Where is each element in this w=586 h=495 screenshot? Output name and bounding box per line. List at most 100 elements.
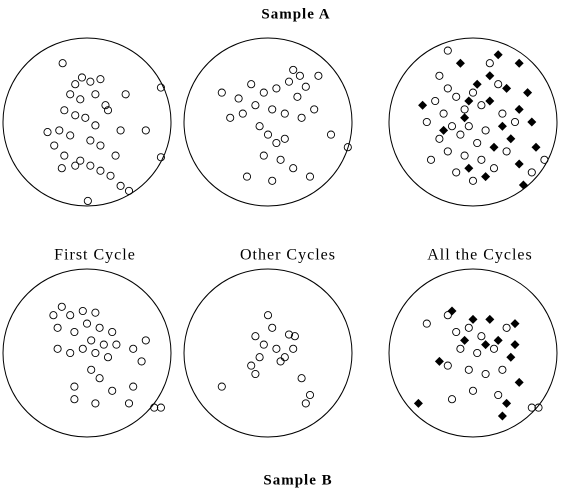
- diamond-point: [527, 117, 537, 127]
- diamond-point: [447, 306, 457, 316]
- circle-point: [71, 80, 80, 89]
- circle-point: [494, 390, 503, 400]
- column-label: First Cycle: [54, 247, 136, 264]
- circle-point: [70, 382, 79, 391]
- circle-point: [247, 80, 256, 89]
- column-label: All the Cycles: [427, 247, 533, 264]
- circle-point: [141, 126, 150, 135]
- plot-frame: [183, 268, 353, 438]
- circle-point: [268, 105, 277, 114]
- circle-point: [57, 164, 66, 173]
- diamond-point: [506, 352, 516, 362]
- circle-point: [124, 186, 134, 195]
- diamond-point: [481, 340, 491, 350]
- circle-point: [289, 164, 298, 173]
- circle-point: [259, 151, 268, 160]
- circle-point: [527, 403, 536, 412]
- circle-point: [477, 332, 486, 341]
- circle-point: [477, 155, 486, 164]
- circle-point: [53, 323, 62, 332]
- diamond-point: [481, 172, 491, 182]
- circle-point: [276, 357, 285, 366]
- circle-point: [76, 95, 85, 104]
- diamond-point: [514, 377, 524, 387]
- circle-point: [452, 92, 461, 101]
- circle-point: [301, 82, 310, 91]
- diamond-point: [514, 104, 524, 114]
- plot-frame: [183, 37, 353, 207]
- circle-point: [95, 374, 104, 383]
- circle-point: [456, 344, 465, 353]
- circle-point: [43, 128, 52, 137]
- circle-point: [50, 141, 59, 150]
- diamond-point: [460, 113, 470, 123]
- circle-point: [268, 176, 277, 185]
- circle-point: [295, 71, 304, 80]
- circle-point: [129, 344, 138, 353]
- circle-point: [481, 369, 490, 379]
- title-bottom: Sample B: [263, 472, 332, 488]
- circle-point: [305, 172, 315, 181]
- circle-point: [502, 323, 511, 332]
- circle-point: [460, 105, 469, 114]
- circle-point: [71, 111, 80, 120]
- plot-frame: [388, 268, 558, 438]
- diamond-point: [497, 411, 507, 421]
- circle-point: [435, 71, 444, 80]
- circle-point: [87, 336, 96, 345]
- circle-point: [156, 83, 165, 92]
- circle-point: [443, 311, 452, 320]
- diamond-point: [510, 340, 520, 350]
- circle-point: [255, 353, 264, 362]
- circle-point: [439, 109, 448, 118]
- diamond-point: [518, 180, 528, 190]
- circle-point: [247, 361, 256, 370]
- circle-point: [489, 164, 499, 173]
- circle-point: [343, 143, 352, 152]
- circle-point: [86, 77, 95, 86]
- circle-point: [485, 59, 494, 68]
- circle-point: [289, 344, 298, 353]
- circle-point: [540, 155, 549, 164]
- circle-point: [66, 131, 75, 140]
- title-top: Sample A: [261, 6, 330, 22]
- circle-point: [124, 399, 134, 408]
- circle-point: [272, 138, 281, 148]
- circle-point: [49, 311, 58, 320]
- circle-point: [86, 136, 95, 145]
- column-label: Other Cycles: [240, 247, 336, 264]
- circle-point: [452, 327, 461, 337]
- circle-point: [70, 327, 79, 337]
- circle-point: [468, 386, 478, 395]
- circle-point: [78, 344, 87, 353]
- circle-point: [280, 109, 289, 118]
- diamond-point: [413, 398, 423, 408]
- circle-point: [422, 319, 431, 328]
- circle-point: [280, 353, 289, 362]
- circle-point: [234, 94, 243, 103]
- circle-point: [156, 153, 165, 162]
- diamond-point: [506, 134, 516, 144]
- circle-point: [91, 348, 100, 358]
- circle-point: [116, 181, 125, 190]
- circle-point: [106, 171, 115, 180]
- circle-point: [58, 59, 67, 68]
- circle-point: [77, 73, 87, 82]
- circle-point: [55, 126, 64, 135]
- circle-point: [284, 330, 294, 339]
- diamond-point: [434, 356, 444, 366]
- circle-point: [108, 327, 117, 337]
- circle-point: [263, 311, 273, 320]
- circle-point: [435, 134, 444, 143]
- plot-frame: [2, 37, 172, 207]
- circle-point: [251, 332, 260, 341]
- circle-point: [443, 361, 452, 370]
- circle-point: [99, 340, 108, 349]
- diamond-point: [493, 50, 503, 60]
- circle-point: [326, 130, 336, 139]
- circle-point: [103, 353, 113, 362]
- circle-point: [259, 340, 268, 349]
- circle-point: [86, 161, 95, 170]
- circle-point: [263, 130, 273, 139]
- circle-point: [121, 90, 130, 99]
